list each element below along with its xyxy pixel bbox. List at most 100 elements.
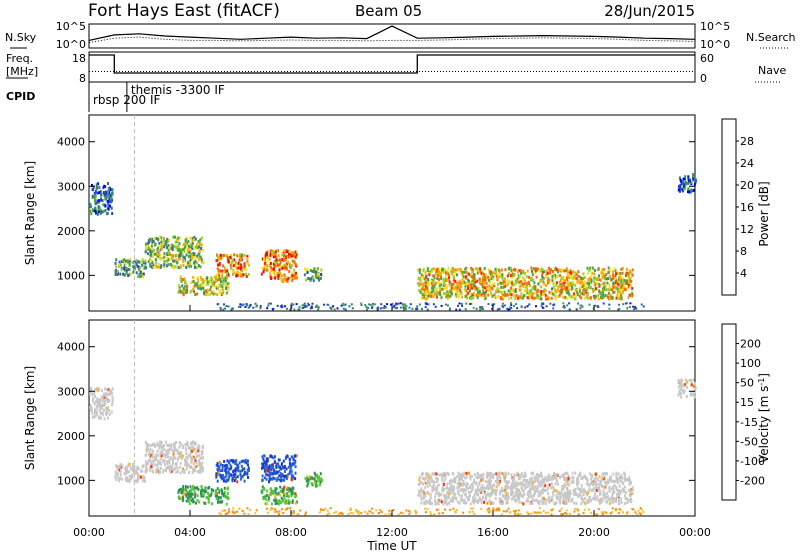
power-cell — [467, 279, 469, 282]
power-cell — [304, 306, 306, 308]
power-cell — [96, 186, 98, 189]
velocity-cell — [537, 491, 539, 494]
power-cell — [447, 297, 449, 300]
velocity-cell — [636, 513, 638, 515]
power-cell — [619, 279, 621, 282]
velocity-cell — [341, 512, 343, 514]
velocity-cell — [449, 509, 451, 511]
velocity-cell — [131, 468, 133, 471]
power-cell — [612, 270, 614, 273]
power-cell — [520, 280, 522, 283]
velocity-cell — [182, 485, 184, 488]
velocity-cell — [574, 472, 576, 475]
velocity-cell — [241, 460, 243, 463]
power-cell — [694, 183, 696, 186]
power-cell — [218, 274, 220, 277]
power-cell — [609, 269, 611, 272]
velocity-cell — [624, 502, 626, 505]
velocity-cell — [304, 514, 306, 516]
power-cell — [630, 293, 632, 296]
velocity-cell — [360, 512, 362, 514]
velocity-cell — [474, 500, 476, 503]
velocity-cell — [274, 508, 276, 510]
power-cell — [313, 279, 315, 282]
power-cell — [178, 266, 180, 269]
velocity-cell — [478, 483, 480, 486]
velocity-cell — [233, 474, 235, 477]
velocity-cell — [502, 472, 504, 475]
power-cell — [179, 257, 181, 260]
power-cell — [266, 253, 268, 256]
velocity-cell — [195, 457, 197, 460]
velocity-cell — [222, 510, 224, 512]
power-cell — [438, 278, 440, 281]
velocity-cell — [145, 454, 147, 457]
velocity-cell — [283, 466, 285, 469]
velocity-cell — [543, 482, 545, 485]
power-cell — [436, 294, 438, 297]
velocity-cell — [180, 471, 182, 474]
power-cell — [564, 287, 566, 290]
power-cell — [217, 263, 219, 266]
power-cell — [102, 203, 104, 206]
power-cell — [683, 180, 685, 183]
velocity-cell — [134, 471, 136, 474]
velocity-cell — [165, 469, 167, 472]
power-cell — [275, 258, 277, 261]
velocity-cell — [288, 495, 290, 498]
power-cell — [155, 266, 157, 269]
velocity-cell — [89, 406, 91, 409]
velocity-cell — [289, 458, 291, 461]
power-cell — [185, 266, 187, 269]
power-cell — [283, 255, 285, 258]
power-cell — [252, 307, 254, 309]
velocity-cell — [438, 494, 440, 497]
power-cell — [476, 308, 478, 310]
velocity-cell — [530, 512, 532, 514]
velocity-cell — [201, 466, 203, 469]
power-cell — [442, 268, 444, 271]
power-cell — [183, 260, 185, 263]
power-cell — [90, 205, 92, 208]
power-cell — [497, 308, 499, 310]
velocity-cell — [565, 472, 567, 475]
velocity-cell — [592, 482, 594, 485]
power-cell — [455, 295, 457, 298]
velocity-cell — [280, 490, 282, 493]
velocity-cell — [268, 466, 270, 469]
velocity-cell — [188, 446, 190, 449]
power-cell — [278, 254, 280, 257]
power-cell — [449, 307, 451, 309]
power-cell — [274, 277, 276, 280]
power-cell — [427, 278, 429, 281]
velocity-cell — [102, 409, 104, 412]
velocity-cell — [494, 489, 496, 492]
velocity-cell — [634, 511, 636, 513]
power-cell — [599, 278, 601, 281]
velocity-cell — [538, 482, 540, 485]
velocity-cell — [163, 448, 165, 451]
velocity-cell — [457, 490, 459, 493]
power-colorbar-tick-label: 12 — [740, 223, 754, 236]
velocity-cell — [115, 464, 117, 467]
velocity-cell — [167, 449, 169, 452]
nave-label: Nave — [758, 64, 786, 77]
velocity-cell — [473, 513, 475, 515]
velocity-cell — [274, 460, 276, 463]
power-cell — [508, 280, 510, 283]
velocity-cell — [602, 490, 604, 493]
power-cell — [449, 284, 451, 287]
power-cell — [294, 261, 296, 264]
power-cell — [320, 277, 322, 280]
power-cell — [469, 285, 471, 288]
velocity-cell — [181, 489, 183, 492]
power-cell — [227, 289, 229, 292]
power-cell — [283, 273, 285, 276]
velocity-cell — [466, 476, 468, 479]
power-cell — [503, 283, 505, 286]
power-cell — [436, 288, 438, 291]
velocity-cell — [267, 474, 269, 477]
power-cell — [682, 189, 684, 192]
freq-right-tick-bottom: 0 — [700, 72, 707, 85]
power-cell — [222, 281, 224, 284]
